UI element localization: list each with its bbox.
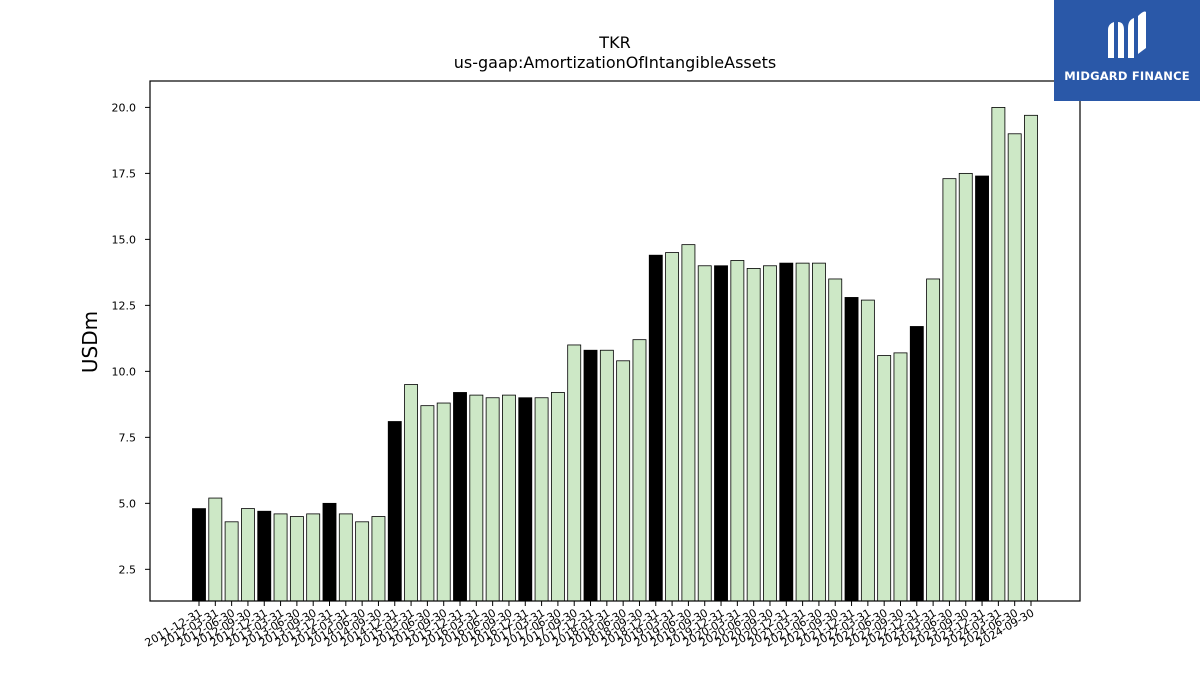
bar-2022-06-30 [877,355,892,602]
bar-2016-03-31 [469,394,484,602]
bar-2024-09-30 [1024,114,1038,602]
bar-2021-09-30 [828,278,843,602]
bar-2023-09-30 [958,172,973,602]
y-tick-label: 10.0 [112,365,137,378]
bar-2015-09-30 [436,402,451,602]
bar-2024-03-31 [991,107,1006,602]
bar-2014-03-31 [338,513,353,602]
bar-2018-12-31 [648,254,663,602]
bar-2013-09-30 [306,513,321,602]
y-tick-label: 7.5 [119,431,137,444]
bar-2023-03-31 [926,278,941,602]
bar-2023-06-30 [942,178,957,602]
bar-2020-03-31 [730,260,745,602]
bar-2018-06-30 [616,360,631,602]
midgard-logo-icon [1108,11,1146,58]
plot-frame [149,80,1081,602]
bar-2017-03-31 [534,397,549,602]
chart-title: TKR [598,33,630,52]
bar-2019-03-31 [665,252,680,602]
brand-logo: MIDGARD FINANCE [1054,0,1200,101]
bar-2024-06-30 [1007,133,1022,602]
bar-2020-12-31 [779,262,794,602]
y-tick-label: 12.5 [112,299,137,312]
y-tick-label: 2.5 [119,563,137,576]
y-tick-label: 15.0 [112,233,137,246]
bar-2019-12-31 [714,265,728,602]
bar-2023-12-31 [975,175,989,602]
bar-2012-12-31 [257,510,272,602]
x-axis: 2011-12-312012-03-312012-06-302012-09-30… [143,601,1037,650]
bar-2022-09-30 [893,352,908,602]
bar-2018-09-30 [632,339,647,602]
bar-2022-03-31 [860,299,875,602]
chart-subtitle: us-gaap:AmortizationOfIntangibleAssets [454,53,776,72]
bar-2015-06-30 [420,405,435,602]
bar-2016-12-31 [518,397,533,602]
bar-2013-12-31 [322,502,337,602]
y-tick-label: 5.0 [119,497,137,510]
bar-2019-09-30 [697,265,712,602]
bar-2021-12-31 [844,297,859,602]
bar-2013-06-30 [289,516,304,602]
bar-2016-06-30 [485,397,500,602]
bar-2014-06-30 [355,521,370,602]
bar-2020-09-30 [763,265,777,602]
bar-2021-03-31 [795,262,810,602]
y-axis: 2.5 5.0 7.5 10.0 12.5 15.0 17.5 20.0 [112,101,150,576]
bar-2011-12-31 [192,508,206,602]
bar-2015-12-31 [453,392,467,602]
bar-2020-06-30 [746,268,761,602]
bar-2016-09-30 [502,394,516,602]
y-axis-label: USDm [78,311,102,373]
bar-2012-06-30 [224,521,239,602]
bar-2019-06-30 [681,244,696,602]
bar-2018-03-31 [599,349,614,602]
bar-2022-12-31 [909,326,924,602]
bar-2017-09-30 [567,344,582,602]
bars-group [192,107,1038,602]
bar-2017-06-30 [550,392,565,602]
brand-logo-text: MIDGARD FINANCE [1064,69,1190,83]
y-tick-label: 17.5 [112,167,137,180]
bar-2015-03-31 [404,384,418,602]
bar-2021-06-30 [812,262,826,602]
bar-2014-09-30 [371,516,386,602]
y-tick-label: 20.0 [112,101,137,114]
bar-2014-12-31 [387,421,402,602]
bar-2012-09-30 [241,508,255,602]
bar-2012-03-31 [208,497,223,602]
bar-2017-12-31 [583,349,598,602]
bar-2013-03-31 [273,513,288,602]
